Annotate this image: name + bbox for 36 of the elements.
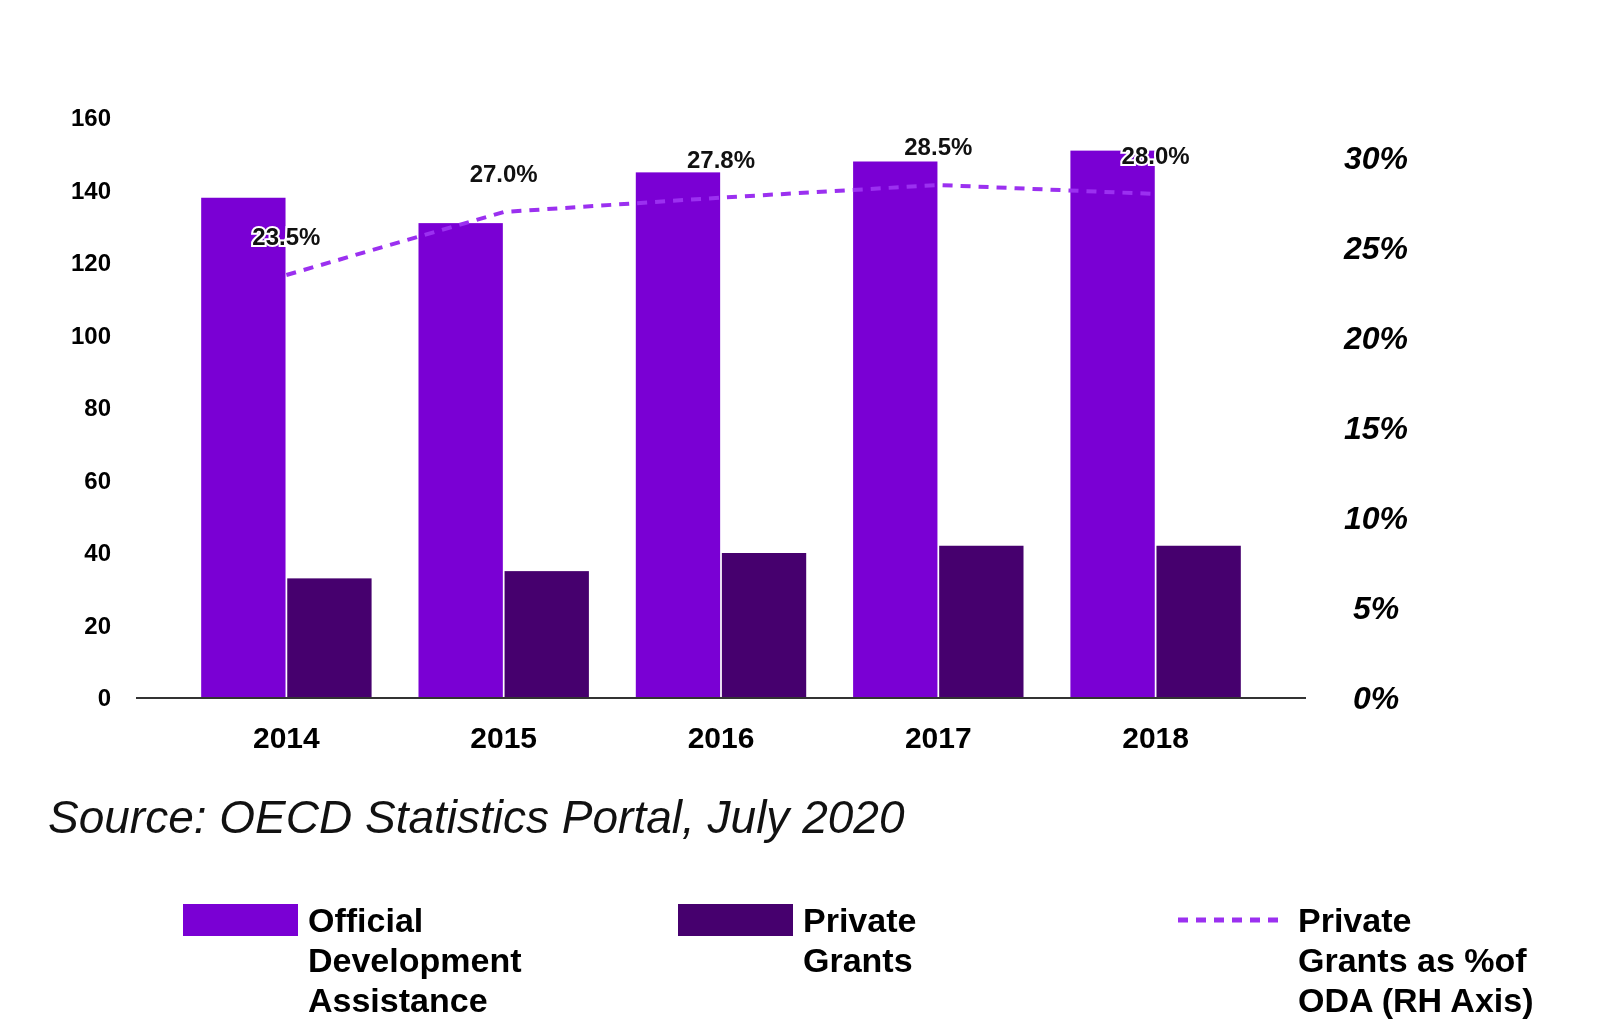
y2-tick-label: 0% [1352, 680, 1400, 717]
y2-tick-label: 10% [1343, 500, 1409, 537]
x-tick-label: 2018 [1122, 721, 1189, 754]
y-tick-label: 20 [84, 611, 111, 639]
bar [1156, 545, 1241, 698]
data-label: 27.0% [469, 160, 538, 187]
bar [418, 223, 503, 698]
y2-tick-label: 20% [1342, 320, 1409, 357]
y2-tick-label: 15% [1343, 410, 1409, 447]
y-tick-label: 80 [84, 394, 111, 422]
y-tick-label: 100 [70, 321, 111, 349]
x-tick-label: 2017 [904, 721, 972, 754]
bar [853, 161, 938, 698]
y2-tick-label: 25% [1342, 230, 1409, 267]
legend-label: Private Grants as %of ODA (RH Axis) [1298, 901, 1534, 1019]
x-tick-label: 2015 [470, 721, 538, 754]
bar [939, 545, 1024, 698]
legend-label: Private Grants [803, 901, 917, 979]
data-label: 27.8% [686, 145, 756, 173]
y-tick-label: 160 [70, 104, 111, 132]
x-tick-label: 2016 [687, 721, 755, 754]
legend-label: Official Development Assistance [308, 901, 522, 1019]
bar [504, 571, 589, 698]
y2-tick-label: 5% [1352, 590, 1400, 627]
bar [287, 578, 372, 698]
data-label: 28.5% [904, 133, 973, 160]
y-tick-label: 120 [70, 249, 111, 277]
y-tick-label: 0 [97, 684, 111, 712]
x-tick-label: 2014 [253, 721, 321, 754]
bar [721, 553, 807, 698]
y-tick-label: 140 [70, 176, 111, 204]
source-note: Source: OECD Statistics Portal, July 2020 [48, 791, 905, 843]
y2-tick-label: 30% [1343, 140, 1409, 177]
y-tick-label: 40 [84, 539, 111, 567]
y-tick-label: 60 [84, 466, 111, 494]
bar [635, 172, 721, 698]
